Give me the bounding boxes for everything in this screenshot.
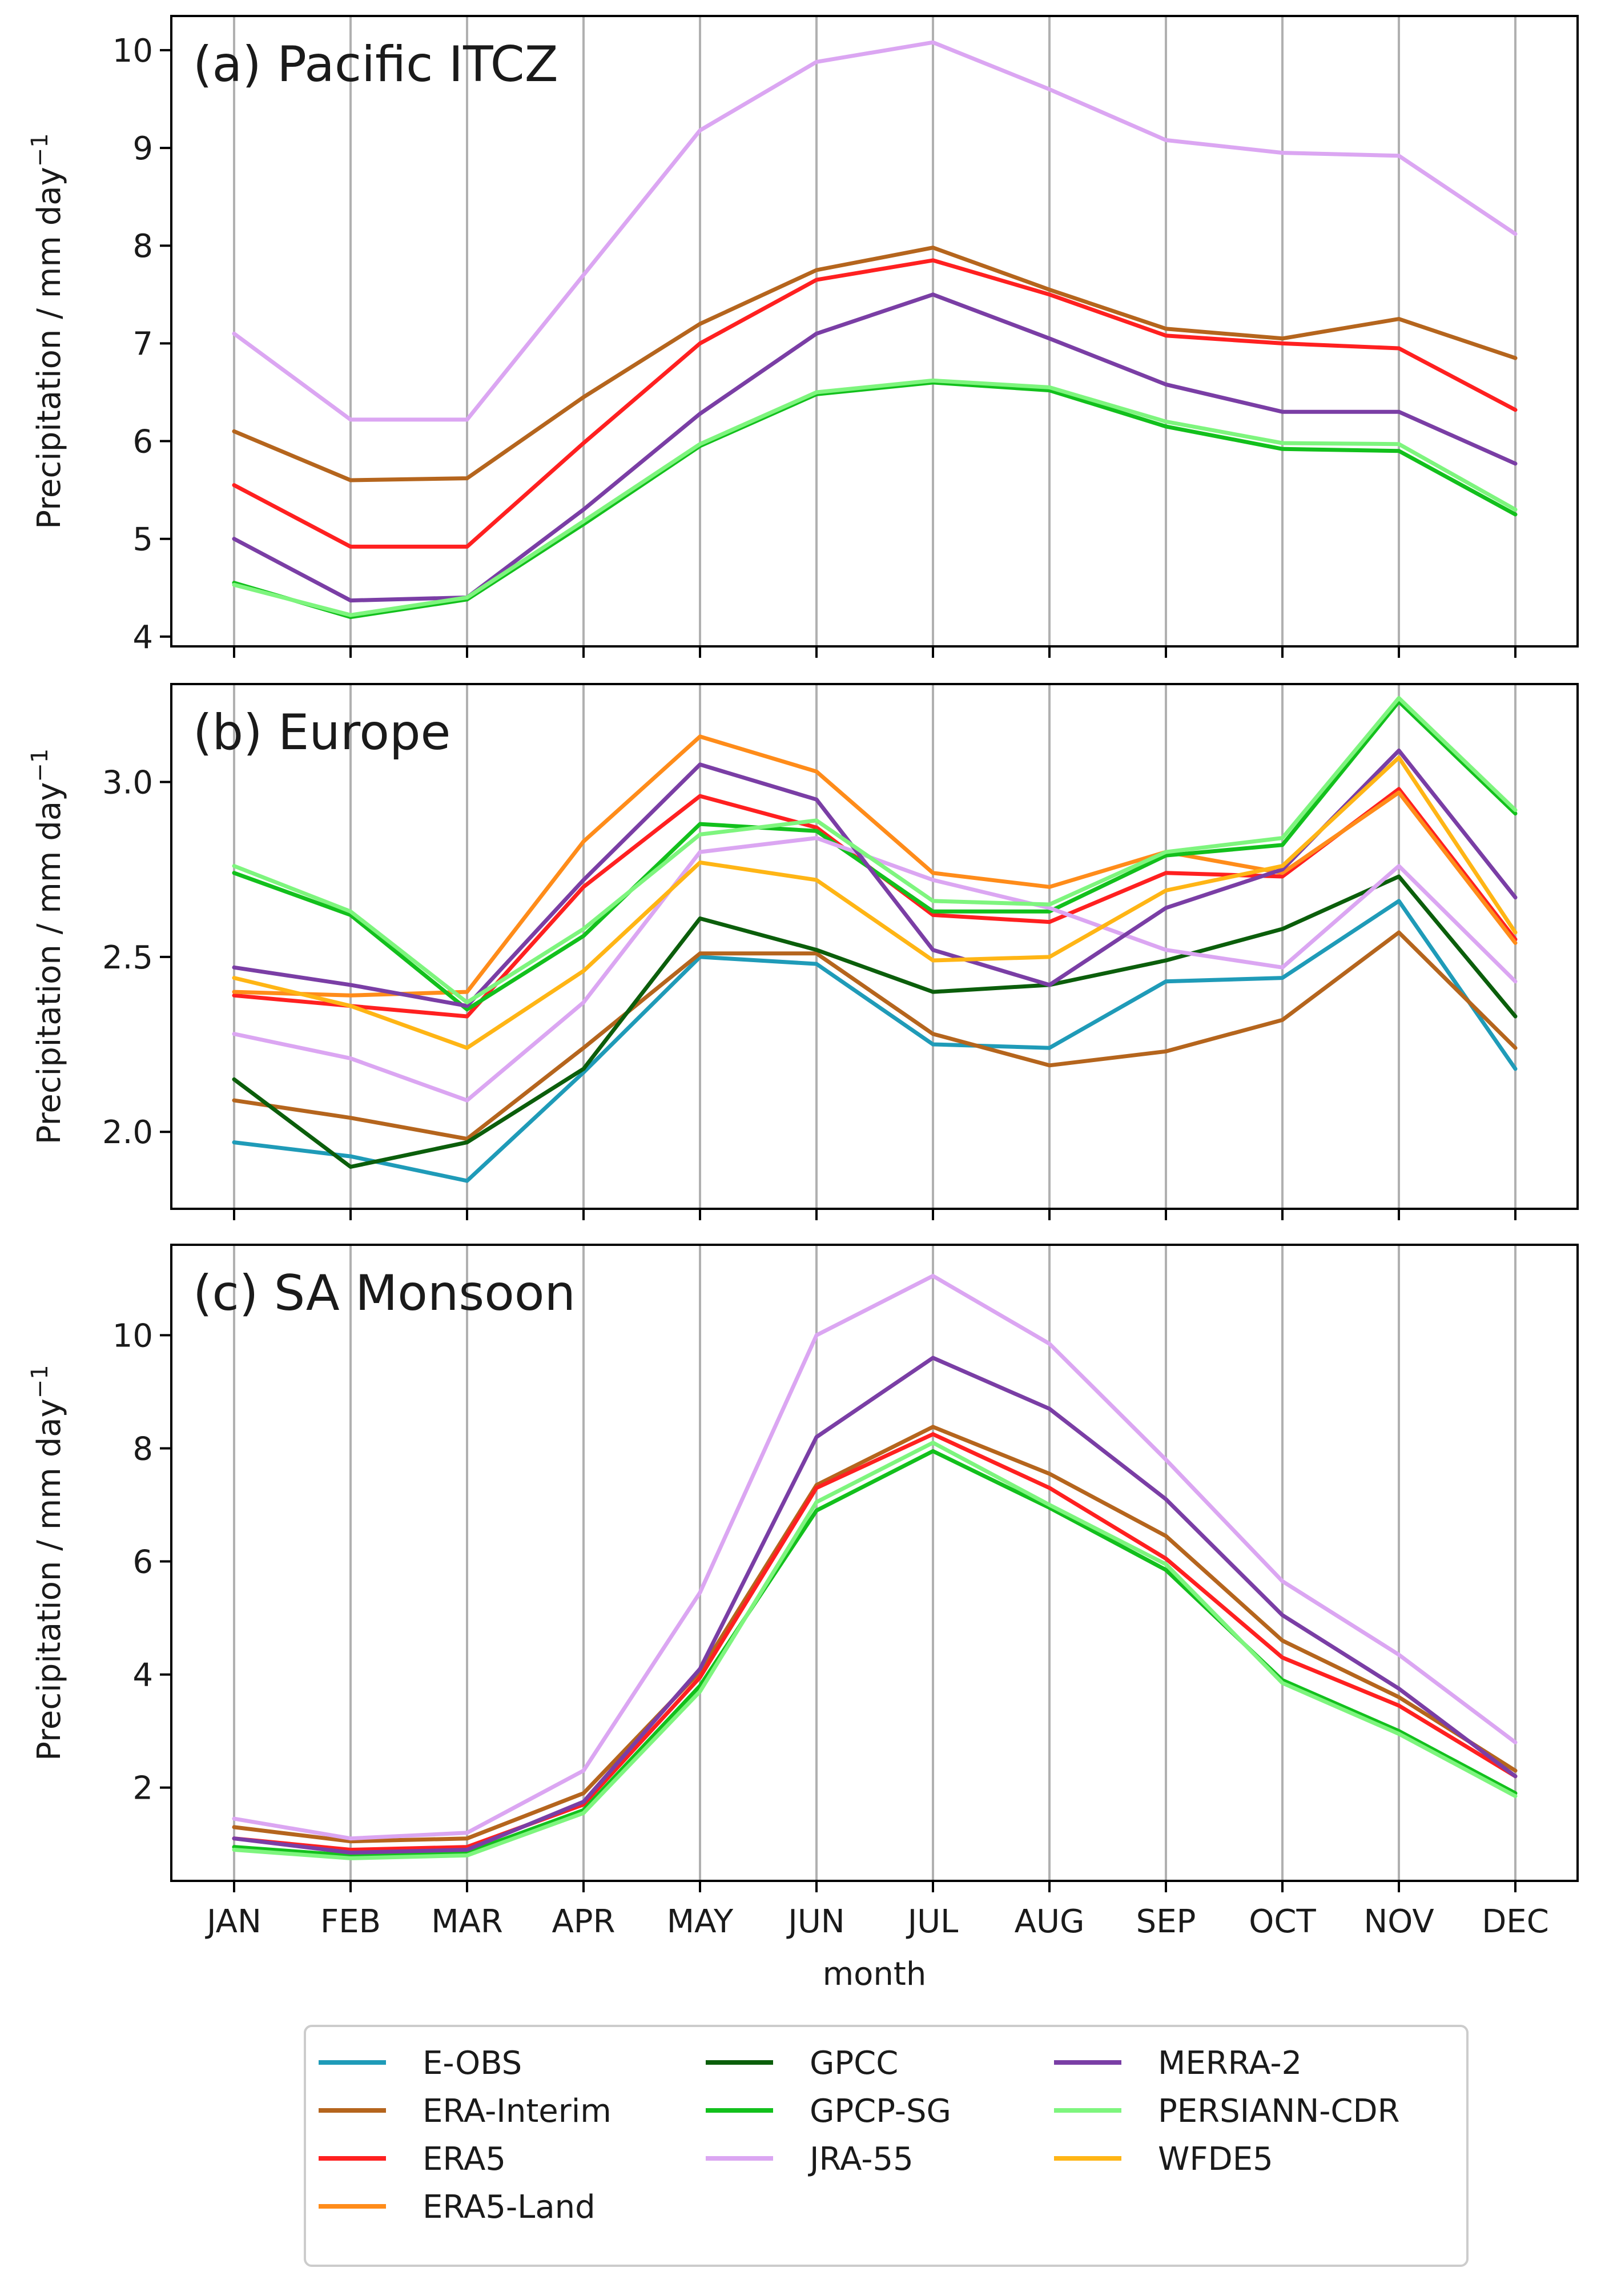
legend-entry-merra-2: MERRA-2 [1054,2045,1302,2082]
plot-frame [170,683,1579,1210]
y-tick-label: 9 [132,130,153,167]
x-tick-label-mar: MAR [431,1903,503,1940]
legend-label-gpcp-sg: GPCP-SG [810,2093,951,2130]
y-axis-label: Precipitation / mm day−1 [27,749,68,1144]
legend-frame [304,2025,1469,2267]
y-tick-label: 6 [132,424,153,461]
series-line-persiann-cdr [232,696,1518,1004]
x-tick-label-dec: DEC [1482,1903,1549,1940]
y-tick-label: 2.5 [102,939,153,976]
y-tick-label: 7 [132,325,153,363]
legend-entry-e-obs: E-OBS [319,2045,522,2082]
legend-label-era5-land: ERA5-Land [423,2189,596,2226]
panel-title: (b) Europe [193,704,450,761]
x-tick-label-oct: OCT [1249,1903,1316,1940]
legend-label-era-interim: ERA-Interim [423,2093,612,2130]
legend-label-e-obs: E-OBS [423,2045,522,2082]
y-tick-label: 8 [132,1430,153,1467]
y-tick-label: 4 [132,1657,153,1694]
x-tick-label-may: MAY [667,1903,734,1940]
legend-label-gpcc: GPCC [810,2045,898,2082]
x-axis-label: month [823,1956,927,1993]
series-line-era5 [232,258,1518,549]
series-line-era-interim [232,246,1518,482]
x-tick-label-apr: APR [552,1903,616,1940]
legend-entry-era-interim: ERA-Interim [319,2093,612,2130]
y-tick-label: 2.0 [102,1114,153,1151]
panel-title: (c) SA Monsoon [193,1265,576,1322]
y-tick-label: 10 [112,1317,153,1354]
series-line-jra-55 [232,1274,1518,1841]
series-line-merra-2 [232,1356,1518,1855]
plot-frame [170,1244,1579,1882]
legend-label-merra-2: MERRA-2 [1158,2045,1302,2082]
panels-group: 4 5 6 7 8 9 10 Precipitation / mm day−1 (a) Paci… [27,15,1579,1993]
panel-b-europe: 2.0 2.5 3.0 Precipitation / mm day−1 (b) Eur… [27,683,1579,1220]
series-line-wfde5 [232,755,1518,1050]
series-line-era-interim [232,1425,1518,1844]
legend-entry-wfde5: WFDE5 [1054,2141,1273,2178]
series-line-gpcp-sg [232,699,1518,1012]
y-tick-label: 5 [132,521,153,558]
legend-entry-gpcp-sg: GPCP-SG [706,2093,951,2130]
series-line-persiann-cdr [232,378,1518,617]
legend-entry-era5-land: ERA5-Land [319,2189,596,2226]
y-tick-label: 3.0 [102,765,153,802]
panel-title: (a) Pacific ITCZ [193,36,558,93]
x-tick-label-jun: JUN [786,1903,844,1940]
legend-label-wfde5: WFDE5 [1158,2141,1273,2178]
series-line-persiann-cdr [232,1441,1518,1860]
y-tick-label: 4 [132,619,153,656]
plot-frame [170,15,1579,648]
legend-entry-gpcc: GPCC [706,2045,898,2082]
legend-label-era5: ERA5 [423,2141,506,2178]
legend-entry-jra-55: JRA-55 [706,2141,914,2178]
legend-label-persiann-cdr: PERSIANN-CDR [1158,2093,1400,2130]
x-tick-label-feb: FEB [320,1903,381,1940]
x-tick-label-aug: AUG [1015,1903,1085,1940]
legend-entry-persiann-cdr: PERSIANN-CDR [1054,2093,1400,2130]
legend-label-jra-55: JRA-55 [808,2141,914,2178]
series-line-jra-55 [232,40,1518,422]
y-tick-label: 8 [132,228,153,265]
panel-a-pacific-itcz: 4 5 6 7 8 9 10 Precipitation / mm day−1 (a) Paci… [27,15,1579,658]
series-line-era5 [232,1432,1518,1852]
panel-c-sa-monsoon: 2 4 6 8 10 JAN FEB MAR APR MAY JUN JUL AUG SEP OCT NOV D… [27,1244,1579,1993]
y-tick-label: 6 [132,1544,153,1581]
x-tick-label-sep: SEP [1136,1903,1196,1940]
series-line-e-obs [232,899,1518,1183]
y-axis-label: Precipitation / mm day−1 [27,133,68,529]
series-line-era-interim [232,930,1518,1141]
series-line-era5-land [232,734,1518,998]
x-tick-label-nov: NOV [1363,1903,1434,1940]
x-tick-label-jan: JAN [205,1903,262,1940]
series-line-gpcc [232,874,1518,1169]
legend-entry-era5: ERA5 [319,2141,506,2178]
y-tick-label: 10 [112,33,153,70]
y-axis-label: Precipitation / mm day−1 [27,1365,68,1760]
series-line-merra-2 [232,292,1518,603]
series-line-gpcp-sg [232,1449,1518,1857]
x-tick-label-jul: JUL [906,1903,959,1940]
y-tick-label: 2 [132,1770,153,1807]
legend: E-OBS ERA-Interim ERA5 ERA5-Land GPCC GPCP-SG… [304,2025,1469,2267]
